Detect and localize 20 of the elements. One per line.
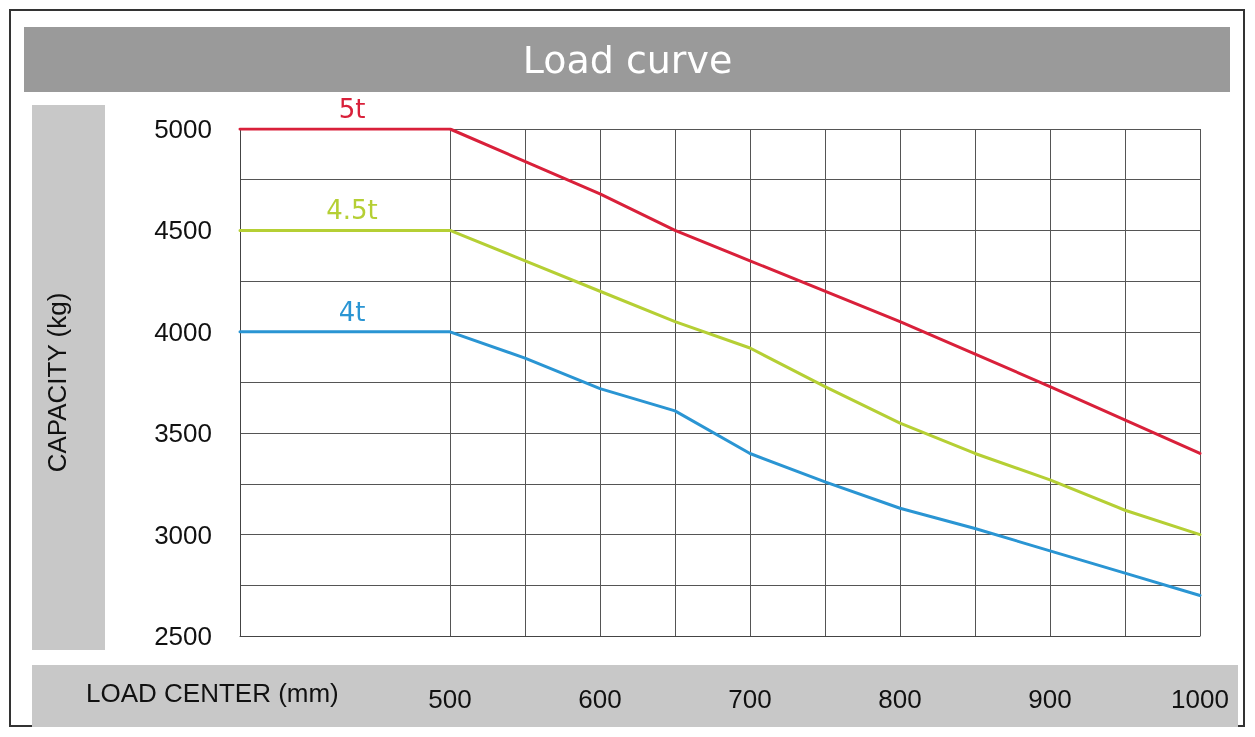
y-axis-title: CAPACITY (kg): [42, 292, 72, 473]
x-tick-label: 600: [578, 684, 622, 714]
y-tick-label: 4000: [154, 316, 212, 347]
line-series: [238, 228, 1202, 537]
y-tick-label: 2500: [154, 621, 212, 651]
x-tick-label: 700: [728, 684, 772, 714]
x-tick-label: 800: [878, 684, 922, 714]
line-series: [238, 330, 1202, 597]
y-tick-label: 3500: [154, 418, 212, 449]
y-tick-label: 3000: [154, 519, 212, 550]
y-tick-label: 4500: [154, 215, 212, 246]
x-tick-label: 1000: [1171, 684, 1229, 714]
x-tick-label: 500: [428, 684, 472, 714]
x-tick-label: 900: [1028, 684, 1072, 714]
series-label: 5t: [338, 94, 366, 124]
x-axis-title: LOAD CENTER (mm): [86, 678, 339, 708]
series-label: 4.5t: [326, 195, 378, 226]
series-label: 4t: [338, 296, 366, 327]
y-tick-label: 5000: [154, 114, 212, 144]
chart-title: Load curve: [522, 38, 733, 82]
